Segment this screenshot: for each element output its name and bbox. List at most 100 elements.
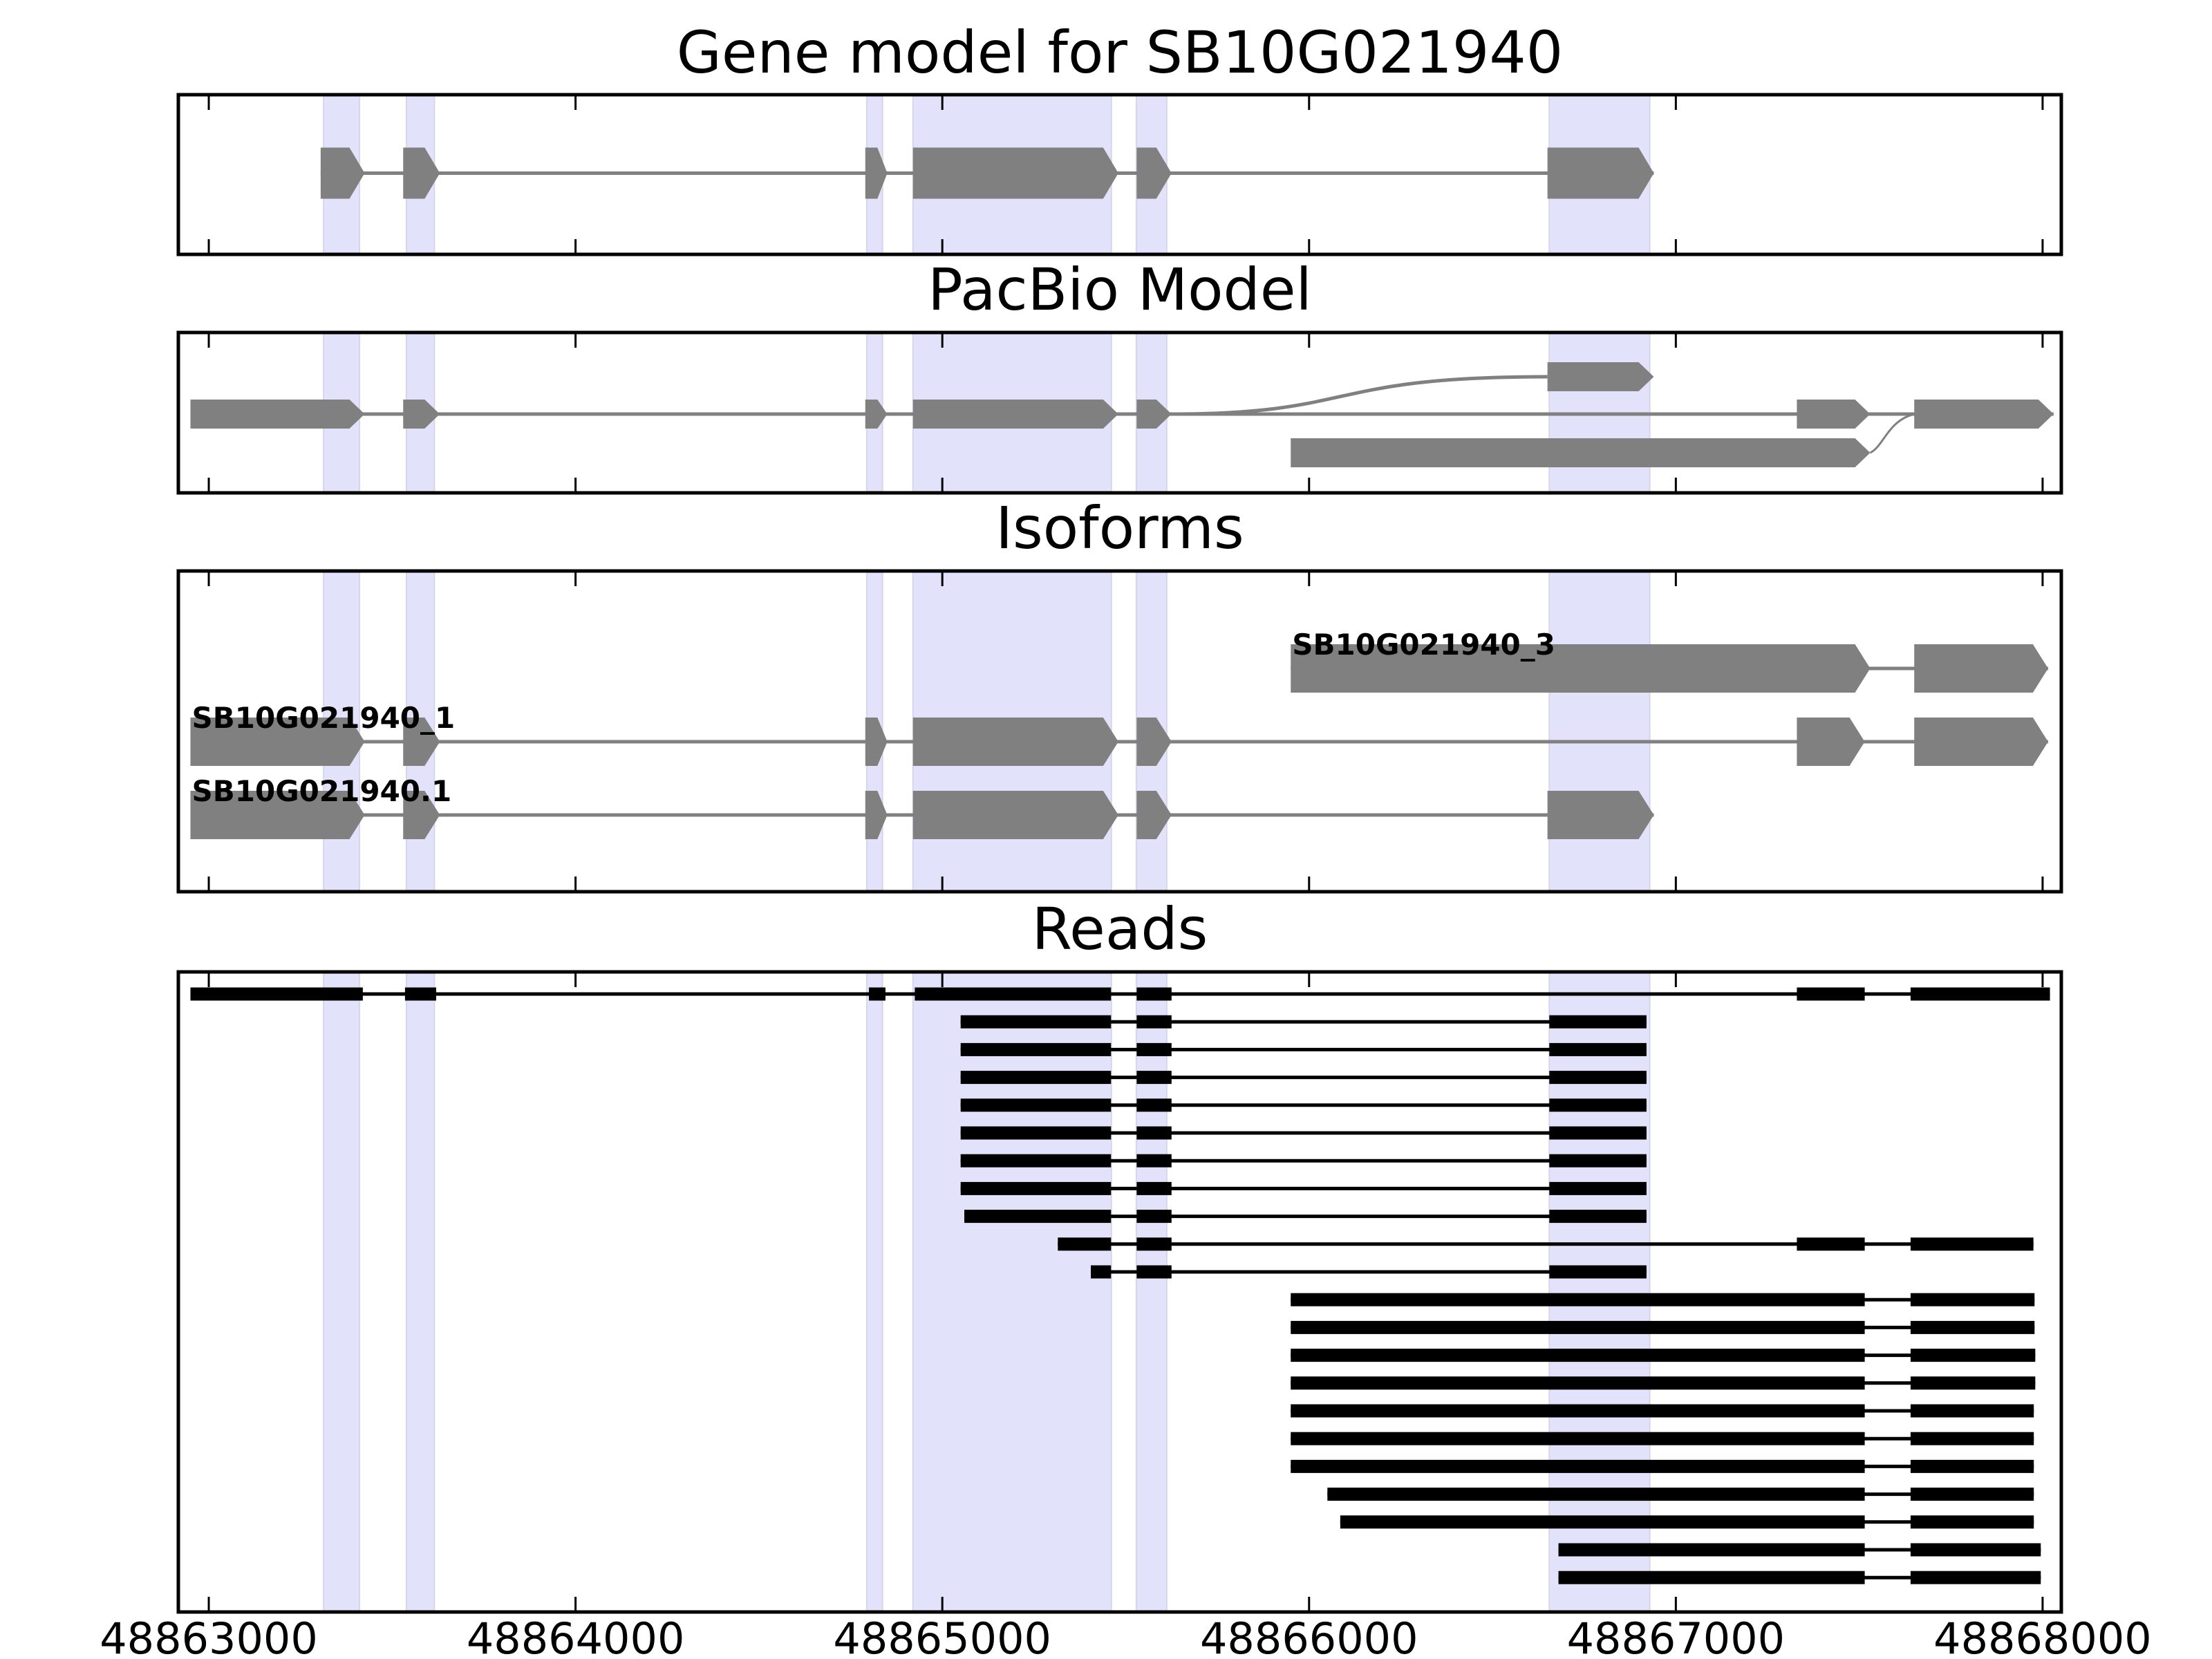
exon: [403, 718, 440, 766]
panel-title: Isoforms: [995, 494, 1244, 562]
read-block: [964, 1210, 1112, 1224]
read: [960, 1154, 1647, 1168]
read-block: [1549, 1071, 1647, 1085]
read: [1091, 1265, 1647, 1279]
read-block: [1910, 987, 2050, 1001]
exon: [1547, 791, 1654, 839]
exon: [912, 147, 1118, 199]
isoform-track: SB10G021940_3: [1291, 628, 2048, 693]
read-block: [1136, 1237, 1172, 1251]
read: [960, 1126, 1647, 1140]
exon-node: [1291, 438, 1871, 467]
exon-node: [190, 400, 365, 429]
read: [1291, 1293, 2035, 1306]
read: [1291, 1349, 2036, 1362]
panel-frame: [176, 970, 2063, 1614]
read-block: [1558, 1543, 1865, 1557]
read: [960, 1042, 1647, 1056]
read-block: [1327, 1488, 1865, 1501]
read-block: [1136, 1098, 1172, 1112]
exon: [865, 791, 888, 839]
read: [190, 987, 2050, 1001]
panel-title: Gene model for SB10G021940: [677, 19, 1563, 86]
exon: [865, 147, 888, 199]
x-axis-tick-labels: 48863000 48864000 48865000 48866000 48867000…: [100, 1613, 2151, 1659]
read: [1291, 1404, 2034, 1418]
read-block: [1291, 1376, 1865, 1390]
read: [960, 1181, 1647, 1195]
splice-edge: [1869, 413, 1915, 454]
read: [1340, 1515, 2034, 1529]
read-block: [1291, 1432, 1865, 1445]
panel-title: Reads: [1032, 895, 1208, 963]
read-block: [960, 1042, 1112, 1056]
read-block: [1136, 1181, 1172, 1195]
read-block: [1136, 1210, 1172, 1224]
read-block: [1549, 1210, 1647, 1224]
read-block: [960, 1126, 1112, 1140]
exon: [1914, 644, 2048, 693]
exon: [1136, 718, 1172, 766]
isoform-label: SB10G021940.1: [192, 774, 452, 808]
read: [1291, 1432, 2034, 1445]
highlight-band: [323, 971, 361, 1613]
read: [1291, 1459, 2034, 1473]
isoform-track: SB10G021940_1: [190, 701, 2048, 766]
read-block: [1549, 1181, 1647, 1195]
read: [960, 1098, 1647, 1112]
isoform-label: SB10G021940_1: [192, 701, 456, 735]
read-block: [1136, 1015, 1172, 1029]
read-block: [1549, 1126, 1647, 1140]
read: [1291, 1320, 2035, 1334]
read-block: [190, 987, 363, 1001]
read-block: [1091, 1265, 1112, 1279]
x-tick-label: 48864000: [467, 1613, 685, 1659]
read-block: [960, 1071, 1112, 1085]
highlight-band: [1548, 570, 1651, 892]
read-block: [1549, 1042, 1647, 1056]
exon-node: [865, 400, 888, 429]
read-block: [1291, 1320, 1865, 1334]
read-block: [1549, 1015, 1647, 1029]
read-block: [1910, 1488, 2034, 1501]
exon-node: [912, 400, 1118, 429]
exon: [403, 791, 440, 839]
exon-node: [403, 400, 440, 429]
panel-gene-model: Gene model for SB10G021940: [176, 19, 2063, 256]
read-block: [1910, 1376, 2036, 1390]
read-block: [1549, 1265, 1647, 1279]
exon: [1547, 147, 1654, 199]
exon: [1136, 791, 1172, 839]
exon: [1291, 644, 1871, 693]
x-tick-label: 48868000: [1933, 1613, 2152, 1659]
read: [964, 1210, 1647, 1224]
highlight-band: [912, 971, 1112, 1613]
read-block: [1549, 1154, 1647, 1168]
read-block: [1340, 1515, 1865, 1529]
exon-node: [1547, 362, 1654, 391]
read-block: [915, 987, 1112, 1001]
exon-node: [1136, 400, 1172, 429]
read-block: [1910, 1432, 2034, 1445]
read-block: [1910, 1404, 2034, 1418]
x-tick-label: 48867000: [1567, 1613, 1785, 1659]
splice-edge: [1171, 375, 1548, 416]
exon: [320, 147, 365, 199]
read-block: [1291, 1293, 1865, 1306]
exon: [865, 718, 888, 766]
panel-frame: [176, 330, 2063, 495]
read-block: [1136, 1071, 1172, 1085]
exon-node: [1914, 400, 2054, 429]
read-block: [869, 987, 885, 1001]
panel-reads: Reads: [176, 895, 2063, 1614]
exon: [190, 791, 365, 839]
read-block: [1910, 1515, 2034, 1529]
panel-title: PacBio Model: [928, 256, 1312, 324]
read-block: [1910, 1543, 2041, 1557]
read-block: [1291, 1459, 1865, 1473]
highlight-band: [1135, 971, 1168, 1613]
read: [1291, 1376, 2036, 1390]
exon: [1914, 718, 2048, 766]
read-block: [1558, 1571, 1865, 1584]
isoform-label: SB10G021940_3: [1292, 628, 1555, 662]
